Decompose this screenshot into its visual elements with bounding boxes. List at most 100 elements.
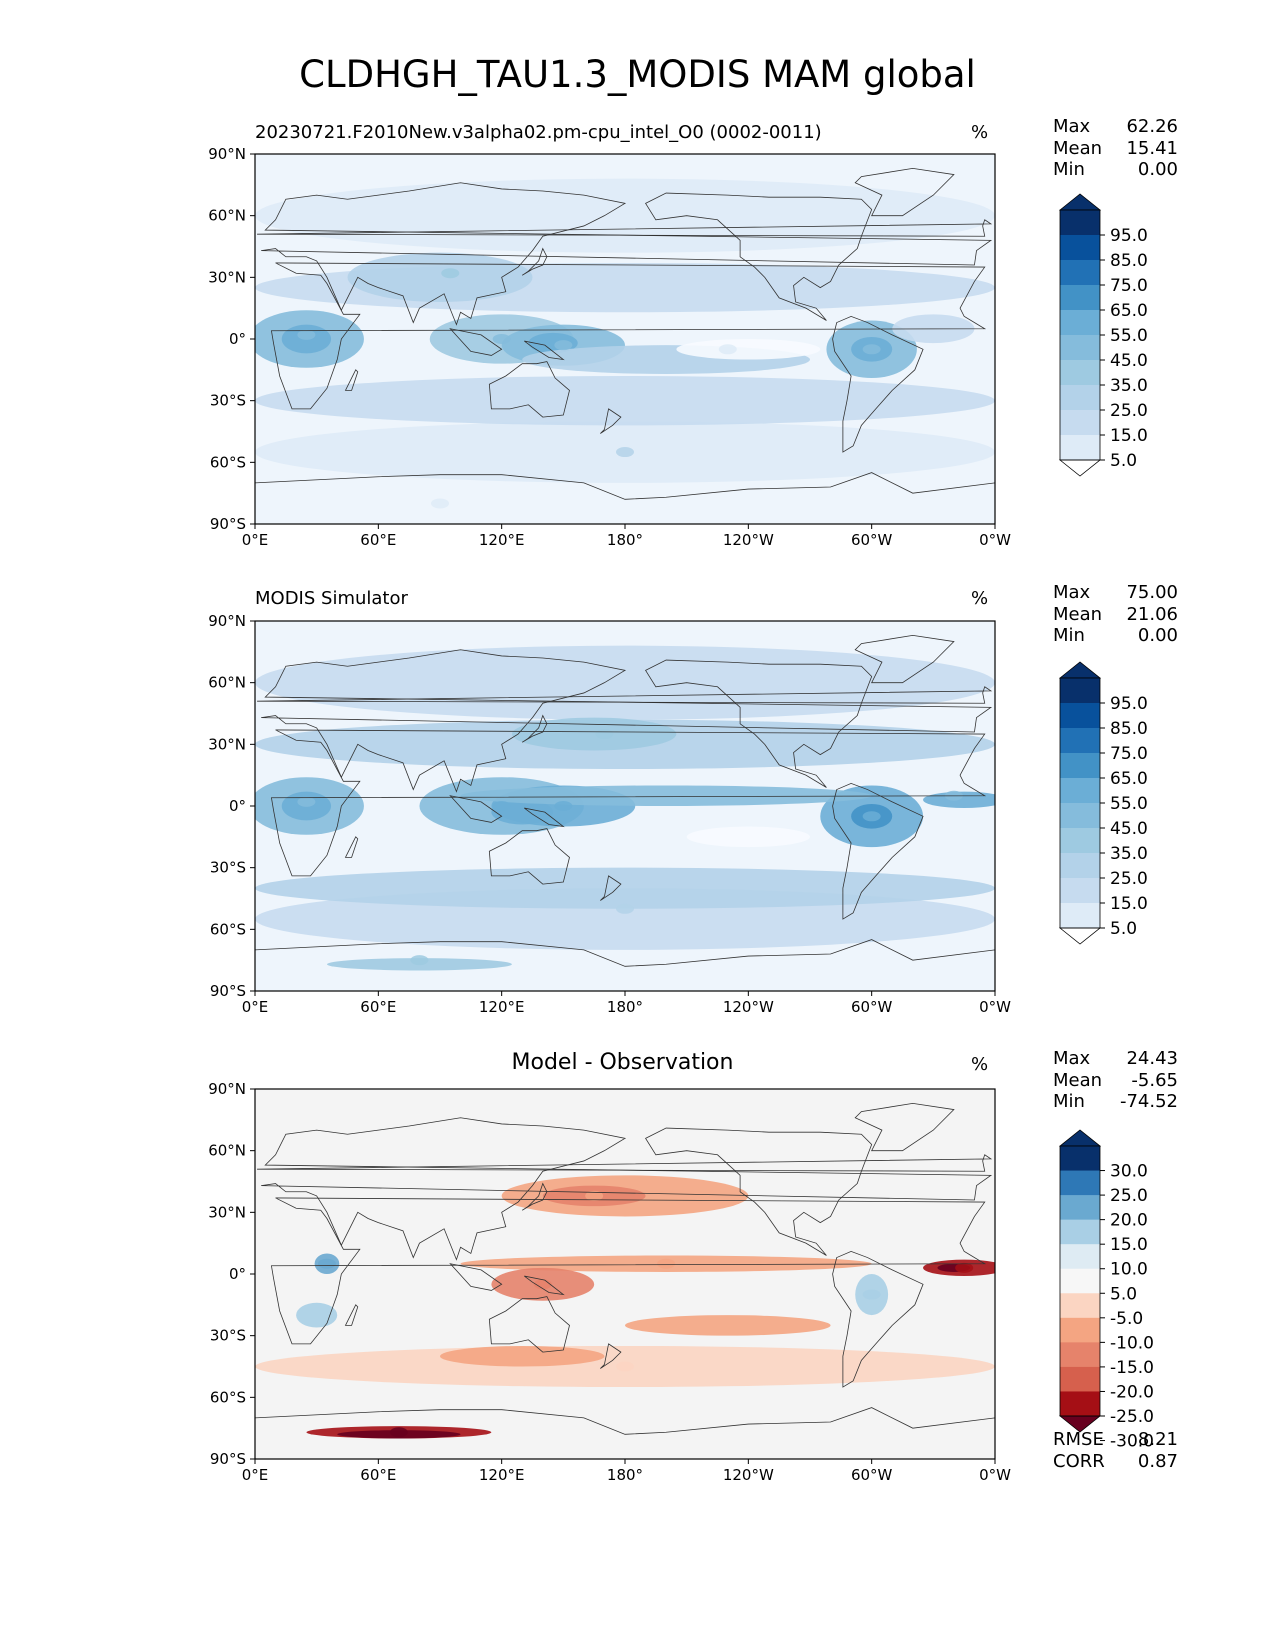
field-contour: [296, 1302, 338, 1328]
lat-tick-label: 30°S: [210, 859, 246, 877]
coastline: [255, 472, 995, 524]
coastline: [524, 807, 565, 828]
stat-corr-label: CORR: [1053, 1451, 1105, 1472]
stat-max-value: 24.43: [1126, 1048, 1178, 1069]
stat-min-label: Min: [1053, 1091, 1085, 1112]
coastline: [255, 1407, 995, 1459]
colorbar-segment: [1060, 1293, 1100, 1319]
lon-tick-label: 0°W: [979, 1466, 1011, 1484]
coastline: [257, 1154, 993, 1172]
colorbar-segment: [1060, 1366, 1100, 1392]
colorbar-tick-label: 75.0: [1110, 276, 1148, 296]
lon-tick-label: 60°W: [851, 531, 893, 549]
stat-max-label: Max: [1053, 1048, 1091, 1069]
colorbar-segment: [1060, 1170, 1100, 1196]
map-panel-2: 90°N 60°N 30°N 0° 30°S 60°S 90°S0°E 60°E 120°E 18…: [208, 612, 1011, 1016]
feature-atlantic-itcz: [955, 1262, 974, 1273]
colorbar-segment: [1060, 728, 1100, 754]
colorbar-tick-label: 25.0: [1110, 1186, 1148, 1206]
colorbar-tick-label: -5.0: [1110, 1309, 1143, 1329]
lon-tick-label: 0°E: [242, 998, 269, 1016]
field-contour: [676, 339, 821, 360]
lon-tick-label: 120°E: [479, 531, 525, 549]
colorbar-tick-label: -20.0: [1110, 1382, 1154, 1402]
map-panel-1: 90°N 60°N 30°N 0° 30°S 60°S 90°S0°E 60°E 120°E 18…: [208, 145, 1011, 549]
coastline: [854, 1102, 955, 1152]
colorbar-segment: [1060, 828, 1100, 854]
colorbar-tick-label: -10.0: [1110, 1333, 1154, 1353]
colorbar-tick-label: 15.0: [1110, 426, 1148, 446]
colorbar-segment: [1060, 903, 1100, 929]
coastline: [449, 795, 503, 823]
colorbar-tick-label: 75.0: [1110, 744, 1148, 764]
colorbar-tick-label: 95.0: [1110, 226, 1148, 246]
lon-tick-label: 120°W: [723, 998, 774, 1016]
colorbar-tick-label: 35.0: [1110, 376, 1148, 396]
field-contour: [347, 252, 533, 302]
coastline: [270, 729, 987, 877]
field-contour: [686, 826, 810, 848]
stat-min-label: Min: [1053, 159, 1085, 180]
feature-western-pacific: [554, 801, 573, 811]
colorbar-tick-label: 65.0: [1110, 301, 1148, 321]
lon-tick-label: 60°W: [851, 998, 893, 1016]
lat-tick-label: 0°: [229, 797, 246, 815]
colorbar-segment: [1060, 310, 1100, 336]
stat-max-value: 75.00: [1126, 582, 1178, 603]
stat-max-value: 62.26: [1126, 116, 1178, 137]
lat-tick-label: 30°S: [210, 1327, 246, 1345]
coastline: [257, 219, 993, 237]
stat-min-value: -74.52: [1119, 1091, 1178, 1112]
colorbar-tick-label: 5.0: [1110, 451, 1137, 471]
feature-central-africa: [297, 796, 316, 807]
stat-mean-label: Mean: [1053, 1070, 1103, 1091]
colorbar-segment: [1060, 260, 1100, 286]
colorbar-tick-label: 55.0: [1110, 326, 1148, 346]
stat-min-label: Min: [1053, 625, 1085, 646]
map-background: [255, 1089, 995, 1459]
colorbar-tick-label: 45.0: [1110, 819, 1148, 839]
stat-min-value: 0.00: [1137, 159, 1178, 180]
lat-tick-label: 90°N: [208, 1080, 246, 1098]
panel-units: %: [971, 588, 989, 609]
lon-tick-label: 120°E: [479, 998, 525, 1016]
colorbar-segment: [1060, 803, 1100, 829]
stat-max-label: Max: [1053, 116, 1091, 137]
feature-southern-ocean: [616, 903, 634, 914]
feature-antarctic-coast: [389, 1427, 408, 1438]
colorbar-segment: [1060, 435, 1100, 461]
colorbar-extend-min: [1058, 927, 1102, 945]
lon-tick-label: 0°W: [979, 531, 1011, 549]
panel-difference: Model - Observation % Max 24.43 Mean -5.…: [0, 0, 1275, 1472]
coastline: [600, 875, 622, 901]
feature-southern-ocean: [616, 1361, 634, 1372]
lat-tick-label: 90°N: [208, 612, 246, 630]
colorbar-tick-label: 65.0: [1110, 769, 1148, 789]
field-contour: [923, 791, 995, 809]
stat-corr-value: 0.87: [1137, 1451, 1178, 1472]
coastline: [522, 714, 548, 743]
coastline: [600, 1343, 622, 1369]
colorbar-segment: [1060, 410, 1100, 436]
lat-tick-label: 90°N: [208, 145, 246, 163]
coastline: [600, 408, 622, 434]
colorbar-segment: [1060, 1317, 1100, 1343]
colorbar-segment: [1060, 778, 1100, 804]
lon-tick-label: 120°E: [479, 1466, 525, 1484]
colorbar-tick-label: 45.0: [1110, 351, 1148, 371]
colorbar-segment: [1060, 1268, 1100, 1294]
colorbar-extend-min: [1058, 1415, 1102, 1433]
colorbar-2: 95.0 85.0 75.0 65.0 55.0 45.0 35.0 25.0 15.0 5.0: [1058, 661, 1148, 945]
colorbar-tick-label: 85.0: [1110, 719, 1148, 739]
lon-tick-label: 180°: [607, 531, 643, 549]
colorbar-tick-label: 30.0: [1110, 1162, 1148, 1182]
lon-tick-label: 60°E: [360, 531, 396, 549]
colorbar-segment: [1060, 210, 1100, 236]
colorbar-extend-max: [1058, 193, 1102, 211]
lon-tick-label: 120°W: [723, 531, 774, 549]
lon-tick-label: 60°W: [851, 1466, 893, 1484]
feature-maritime-continent: [492, 801, 511, 811]
lon-tick-label: 180°: [607, 1466, 643, 1484]
colorbar-tick-label: 10.0: [1110, 1260, 1148, 1280]
coastline: [832, 782, 924, 920]
